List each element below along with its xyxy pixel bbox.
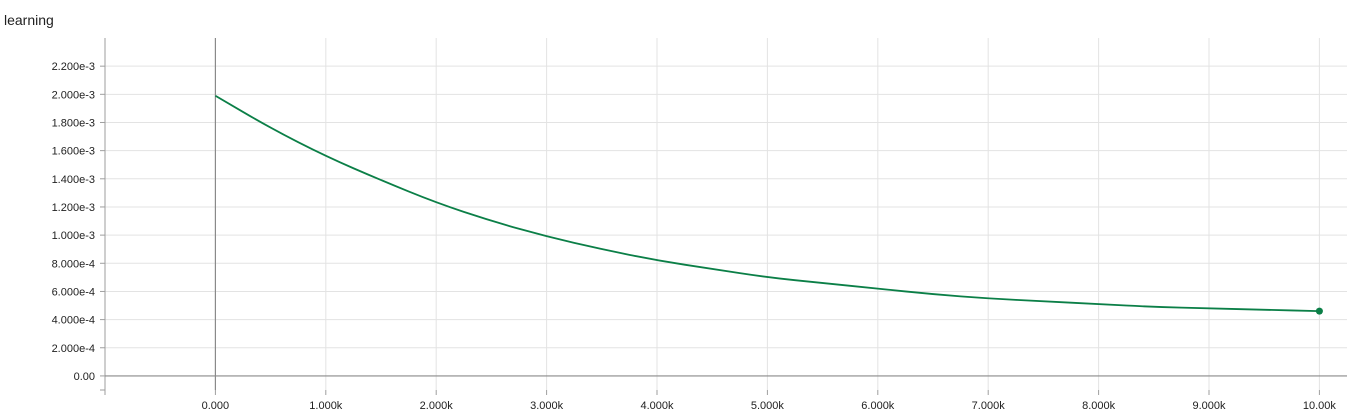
x-tick-label: 9.000k <box>1192 400 1226 412</box>
y-tick-label: 0.00 <box>74 371 95 383</box>
y-tick-label: 8.000e-4 <box>52 258 95 270</box>
y-tick-label: 1.000e-3 <box>52 230 95 242</box>
y-tick-label: 1.200e-3 <box>52 202 95 214</box>
axes <box>100 38 1347 395</box>
chart-title: learning <box>4 12 54 28</box>
series-line <box>214 94 1320 313</box>
x-tick-label: 6.000k <box>861 400 895 412</box>
x-tick-label: 4.000k <box>640 400 674 412</box>
y-tick-label: 4.000e-4 <box>52 315 95 327</box>
y-tick-label: 2.000e-4 <box>52 343 95 355</box>
grid <box>105 38 1347 390</box>
x-tick-label: 3.000k <box>530 400 564 412</box>
series <box>214 94 1323 315</box>
x-tick-label: 2.000k <box>420 400 454 412</box>
y-tick-label: 2.000e-3 <box>52 89 95 101</box>
x-tick-label: 5.000k <box>751 400 785 412</box>
series-end-point[interactable] <box>1315 307 1323 315</box>
tick-labels: 0.00 2.000e-4 4.000e-4 6.000e-4 8.000e-4 1.00… <box>52 61 1337 412</box>
y-tick-label: 1.400e-3 <box>52 174 95 186</box>
y-tick-label: 1.800e-3 <box>52 117 95 129</box>
y-tick-label: 1.600e-3 <box>52 146 95 158</box>
x-tick-label: 0.000 <box>202 400 230 412</box>
x-tick-label: 8.000k <box>1082 400 1116 412</box>
y-tick-label: 2.200e-3 <box>52 61 95 73</box>
x-tick-label: 1.000k <box>309 400 343 412</box>
x-tick-label: 10.00k <box>1303 400 1337 412</box>
x-tick-label: 7.000k <box>972 400 1006 412</box>
y-tick-label: 6.000e-4 <box>52 286 95 298</box>
